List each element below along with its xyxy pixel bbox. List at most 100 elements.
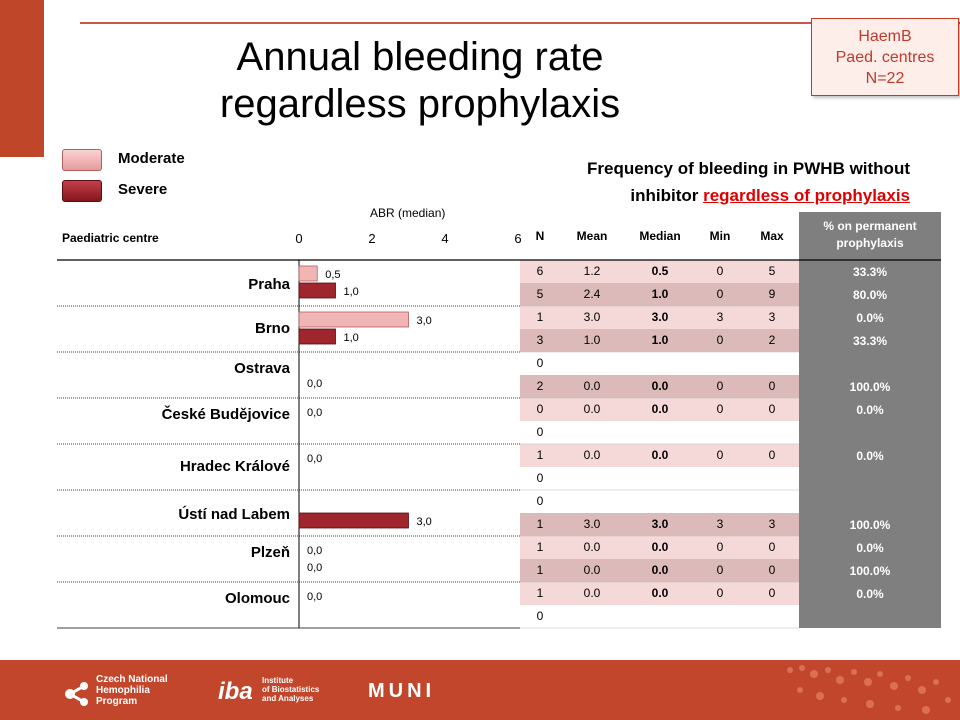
hemophilia-program-logo-icon (65, 682, 88, 706)
table-cell-min: 0 (716, 540, 724, 554)
centre-label: Hradec Králové (179, 458, 290, 475)
legend-swatch-severe (62, 180, 102, 202)
table-cell-mean: 2.4 (583, 287, 601, 301)
table-cell-min: 0 (716, 448, 724, 462)
table-cell-N: 2 (536, 379, 544, 393)
title-line-1: Annual bleeding rate (236, 35, 604, 79)
table-row (520, 444, 799, 467)
table-cell-max: 0 (768, 379, 776, 393)
table-cell-N: 1 (536, 448, 544, 462)
table-cell-median: 1.0 (651, 333, 669, 347)
table-cell-median: 3.0 (651, 517, 669, 531)
table-cell-mean: 0.0 (583, 402, 601, 416)
header-pct: % on permanent prophylaxis (799, 212, 941, 260)
table-cell-max: 3 (768, 517, 776, 531)
table-cell-N: 0 (536, 494, 544, 508)
table-title-line-2: inhibitor regardless of prophylaxis (540, 182, 910, 209)
header-n: N (535, 229, 545, 243)
table-cell-min: 3 (716, 517, 724, 531)
table-cell-N: 0 (536, 425, 544, 439)
pct-value: 33.3% (852, 334, 888, 348)
table-cell-median: 0.0 (651, 379, 669, 393)
table-row (520, 375, 799, 398)
table-cell-median: 0.0 (651, 563, 669, 577)
table-row (520, 329, 799, 352)
header-mean: Mean (576, 229, 608, 243)
centre-label: Ústí nad Labem (178, 506, 290, 523)
table-cell-mean: 0.0 (583, 379, 601, 393)
table-cell-min: 0 (716, 402, 724, 416)
table-cell-mean: 3.0 (583, 310, 601, 324)
table-row (520, 582, 799, 605)
pct-value: 100.0% (849, 518, 891, 532)
pct-column (799, 260, 941, 628)
data-label-severe: 0,0 (307, 378, 322, 390)
logo2-line-3: and Analyses (262, 694, 314, 703)
footer-band: Czech National Hemophilia Program iba In… (0, 660, 960, 720)
table-cell-mean: 0.0 (583, 586, 601, 600)
table-title: Frequency of bleeding in PWHB without in… (540, 155, 910, 209)
logo1-line-2: Hemophilia (96, 685, 150, 696)
table-cell-max: 5 (768, 264, 776, 278)
table-cell-min: 0 (716, 333, 724, 347)
centre-label: Brno (255, 320, 290, 337)
table-cell-min: 0 (716, 379, 724, 393)
table-cell-mean: 1.0 (583, 333, 601, 347)
table-title-plain: inhibitor (630, 186, 704, 205)
table-row (520, 260, 799, 283)
table-cell-N: 1 (536, 540, 544, 554)
badge-line-2: Paed. centres (835, 49, 935, 66)
table-cell-max: 0 (768, 448, 776, 462)
logo2-line-2: of Biostatistics (262, 685, 320, 694)
centre-label: České Budějovice (161, 406, 290, 423)
iba-logo-mark: iba (218, 678, 253, 705)
table-cell-max: 9 (768, 287, 776, 301)
x-tick-label: 6 (514, 231, 521, 246)
page-title: Annual bleeding rate regardless prophyla… (140, 34, 700, 128)
data-label-moderate: 0,0 (307, 591, 322, 603)
pct-value: 33.3% (852, 265, 888, 279)
legend-label-severe: Severe (118, 181, 168, 198)
bar-moderate (298, 311, 409, 328)
table-cell-mean: 0.0 (583, 448, 601, 462)
table-cell-max: 0 (768, 563, 776, 577)
logo1-line-1: Czech National (96, 674, 168, 685)
table-row (520, 398, 799, 421)
table-cell-max: 0 (768, 540, 776, 554)
table-cell-min: 0 (716, 563, 724, 577)
table-cell-min: 3 (716, 310, 724, 324)
data-label-severe: 1,0 (344, 286, 359, 298)
cohort-badge: HaemB Paed. centres N=22 (811, 18, 959, 96)
table-cell-N: 0 (536, 609, 544, 623)
data-label-moderate: 0,5 (325, 269, 340, 281)
top-rule (80, 22, 960, 24)
pct-value: 0.0% (856, 403, 884, 417)
table-cell-min: 0 (716, 264, 724, 278)
table-cell-N: 1 (536, 310, 544, 324)
footer-dots-decoration (787, 665, 951, 714)
table-cell-max: 0 (768, 586, 776, 600)
pct-value: 80.0% (852, 288, 888, 302)
table-row (520, 513, 799, 536)
data-label-severe: 1,0 (344, 332, 359, 344)
accent-bar (0, 0, 44, 157)
table-cell-N: 0 (536, 402, 544, 416)
table-title-line-1: Frequency of bleeding in PWHB without (587, 159, 910, 178)
table-cell-median: 0.0 (651, 586, 669, 600)
x-tick-label: 0 (295, 231, 302, 246)
table-cell-median: 1.0 (651, 287, 669, 301)
table-cell-N: 1 (536, 586, 544, 600)
table-row (520, 559, 799, 582)
logo1-line-3: Program (96, 696, 138, 707)
centre-label: Olomouc (224, 590, 290, 607)
table-cell-mean: 0.0 (583, 540, 601, 554)
header-min: Min (709, 229, 731, 243)
table-cell-min: 0 (716, 586, 724, 600)
bar-severe (298, 328, 336, 345)
table-row (520, 306, 799, 329)
table-cell-N: 0 (536, 356, 544, 370)
table-cell-N: 1 (536, 517, 544, 531)
x-axis-label: ABR (median) (370, 206, 446, 220)
table-cell-mean: 1.2 (583, 264, 601, 278)
